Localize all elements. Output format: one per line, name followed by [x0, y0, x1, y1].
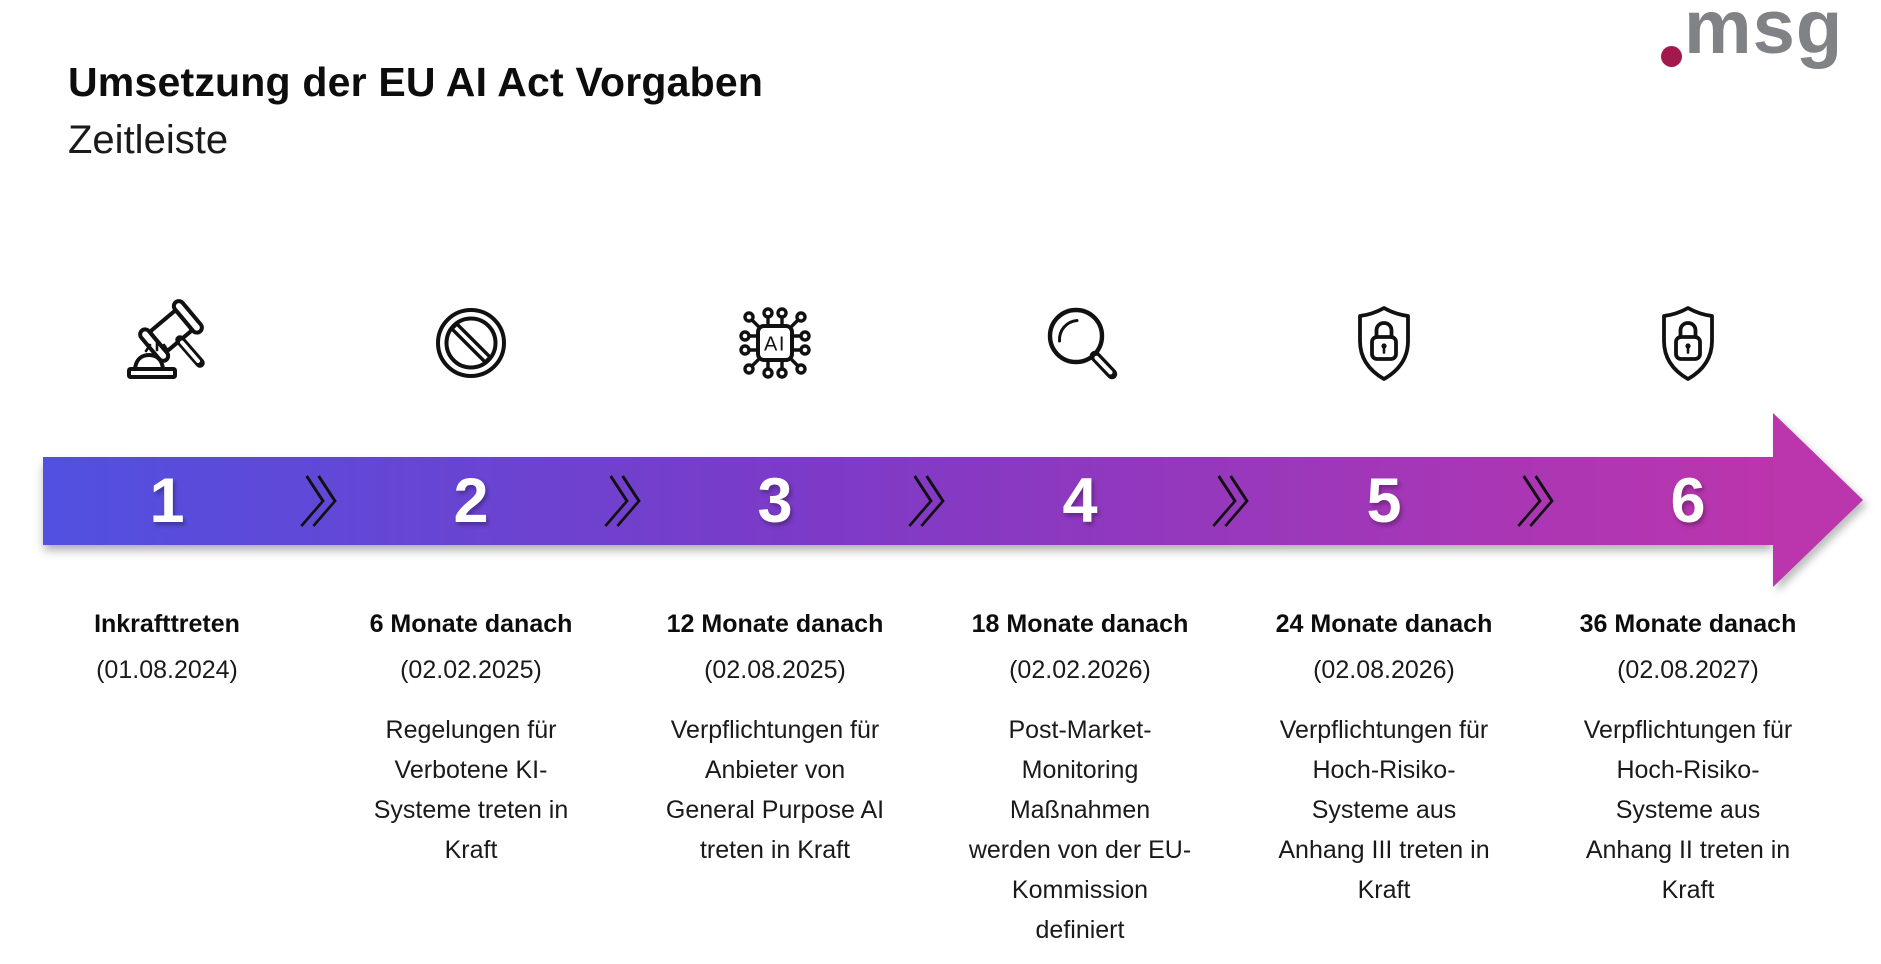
timeline-arrow-head-icon [1773, 413, 1863, 587]
header: Umsetzung der EU AI Act Vorgaben Zeitlei… [68, 59, 764, 162]
shield-lock-icon [1644, 299, 1732, 387]
page-subtitle: Zeitleiste [68, 118, 229, 162]
logo-dot-icon [1661, 46, 1682, 67]
step-date: (02.02.2025) [400, 656, 542, 684]
chevron-right-icon [297, 473, 341, 529]
timeline-arrow-shaft [43, 457, 1773, 545]
magnifier-icon [1036, 299, 1124, 387]
prohibited-icon [427, 299, 515, 387]
step-number: 2 [453, 466, 489, 536]
chevron-right-icon [1209, 473, 1253, 529]
step-label: 18 Monate danach [971, 610, 1189, 638]
msg-logo: msg [1650, 0, 1860, 88]
timeline-step: 6 36 Monate danach (02.08.2027) Verpflic… [1558, 0, 1818, 964]
step-date: (02.08.2026) [1313, 656, 1455, 684]
page-title: Umsetzung der EU AI Act Vorgaben [68, 59, 764, 105]
step-number: 1 [149, 466, 185, 536]
step-description: Verpflichtungen für Hoch-Risiko- Systeme… [1278, 716, 1490, 904]
chevron-right-icon [601, 473, 645, 529]
chevron-right-icon [1514, 473, 1558, 529]
timeline-step: AI 3 12 Monate danach (02.08.2025) Verpf… [645, 0, 905, 964]
step-number: 3 [757, 466, 793, 536]
step-description: Post-Market- Monitoring Maßnahmen werden… [968, 716, 1192, 944]
step-number: 5 [1366, 466, 1402, 536]
step-label: 6 Monate danach [369, 610, 573, 638]
timeline-step: 4 18 Monate danach (02.02.2026) Post-Mar… [950, 0, 1210, 964]
step-date: (02.08.2025) [704, 656, 846, 684]
ai-chip-icon: AI [731, 299, 819, 387]
step-label: 24 Monate danach [1275, 610, 1493, 638]
step-description: Regelungen für Verbotene KI- Systeme tre… [373, 716, 569, 864]
step-label: Inkrafttreten [94, 610, 240, 638]
shield-lock-icon [1340, 299, 1428, 387]
step-description: Verpflichtungen für Hoch-Risiko- Systeme… [1583, 716, 1793, 904]
step-label: 36 Monate danach [1579, 610, 1797, 638]
step-label: 12 Monate danach [666, 610, 884, 638]
chevron-right-icon [905, 473, 949, 529]
step-number: 4 [1062, 466, 1098, 536]
gavel-icon [123, 299, 211, 387]
timeline-step: 2 6 Monate danach (02.02.2025) Regelunge… [341, 0, 601, 964]
step-date: (01.08.2024) [96, 656, 238, 684]
step-number: 6 [1670, 466, 1706, 536]
logo-text: msg [1684, 0, 1844, 70]
step-date: (02.02.2026) [1009, 656, 1151, 684]
svg-text:AI: AI [764, 334, 786, 356]
timeline-step: 1 Inkrafttreten (01.08.2024) [37, 0, 297, 964]
step-description: Verpflichtungen für Anbieter von General… [665, 716, 885, 864]
step-date: (02.08.2027) [1617, 656, 1759, 684]
timeline-step: 5 24 Monate danach (02.08.2026) Verpflic… [1254, 0, 1514, 964]
